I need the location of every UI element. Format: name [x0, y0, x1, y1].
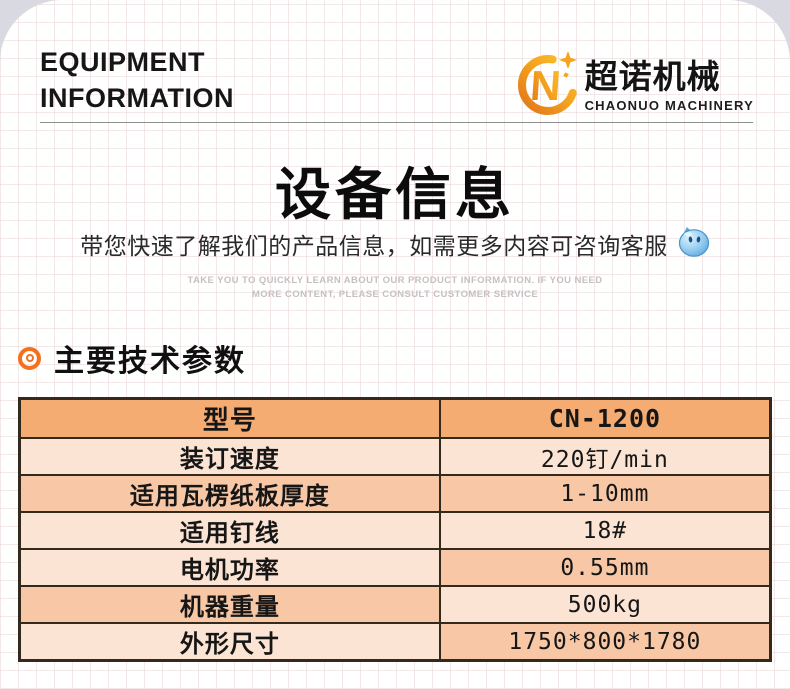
spec-label: 机器重量 [18, 585, 441, 624]
spec-value: 220钉/min [438, 437, 772, 476]
spec-label: 电机功率 [18, 548, 441, 587]
section-title: 主要技术参数 [54, 345, 246, 378]
subtitle-caption-en: TAKE YOU TO QUICKLY LEARN ABOUT OUR PROD… [0, 274, 790, 302]
spec-table: 型号 CN-1200 装订速度 220钉/min 适用瓦楞纸板厚度 1-10mm… [18, 397, 772, 662]
spec-value: 18# [438, 511, 772, 550]
spec-label: 外形尺寸 [18, 622, 441, 662]
table-row: 适用钉线 18# [18, 511, 772, 550]
svg-text:N: N [528, 62, 562, 109]
bullseye-icon [18, 346, 41, 370]
brand-name-en: CHAONUO MACHINERY [584, 97, 754, 113]
table-row: 装订速度 220钉/min [18, 437, 772, 476]
spec-value: 1750*800*1780 [438, 622, 772, 662]
spec-label: 适用钉线 [18, 511, 441, 550]
spec-value: 0.55mm [438, 548, 772, 587]
spec-value: 1-10mm [438, 474, 772, 513]
brand-logo-text: 超诺机械 CHAONUO MACHINERY [584, 57, 754, 113]
spec-label: 装订速度 [18, 437, 441, 476]
table-row: 外形尺寸 1750*800*1780 [18, 622, 772, 662]
crescent-n-logo-icon: N [517, 50, 581, 121]
brand-name-cn: 超诺机械 [584, 57, 721, 95]
table-row: 电机功率 0.55mm [18, 548, 772, 587]
table-header-model-value: CN-1200 [438, 397, 772, 439]
subtitle-row: 带您快速了解我们的产品信息，如需更多内容可咨询客服 [0, 226, 790, 262]
spec-label: 适用瓦楞纸板厚度 [18, 474, 441, 513]
table-header-row: 型号 CN-1200 [18, 397, 772, 439]
subtitle-text: 带您快速了解我们的产品信息，如需更多内容可咨询客服 [80, 233, 668, 259]
header-title-line1: EQUIPMENT [40, 47, 206, 77]
header-title-line2: INFORMATION [40, 83, 234, 113]
section-header: 主要技术参数 [18, 336, 246, 380]
page-title: 设备信息 [275, 163, 515, 226]
caption-line2: MORE CONTENT, PLEASE CONSULT CUSTOMER SE… [251, 289, 539, 300]
chat-bubble-icon[interactable] [677, 226, 710, 262]
table-header-model: 型号 [18, 397, 441, 439]
caption-line1: TAKE YOU TO QUICKLY LEARN ABOUT OUR PROD… [187, 275, 603, 286]
brand-logo: N 超诺机械 CHAONUO MACHINERY [517, 50, 754, 121]
page-header-title: EQUIPMENT INFORMATION [40, 44, 234, 116]
table-row: 适用瓦楞纸板厚度 1-10mm [18, 474, 772, 513]
spec-value: 500kg [438, 585, 772, 624]
header-divider [40, 122, 753, 123]
bullseye-inner-ring [25, 354, 34, 362]
table-row: 机器重量 500kg [18, 585, 772, 624]
